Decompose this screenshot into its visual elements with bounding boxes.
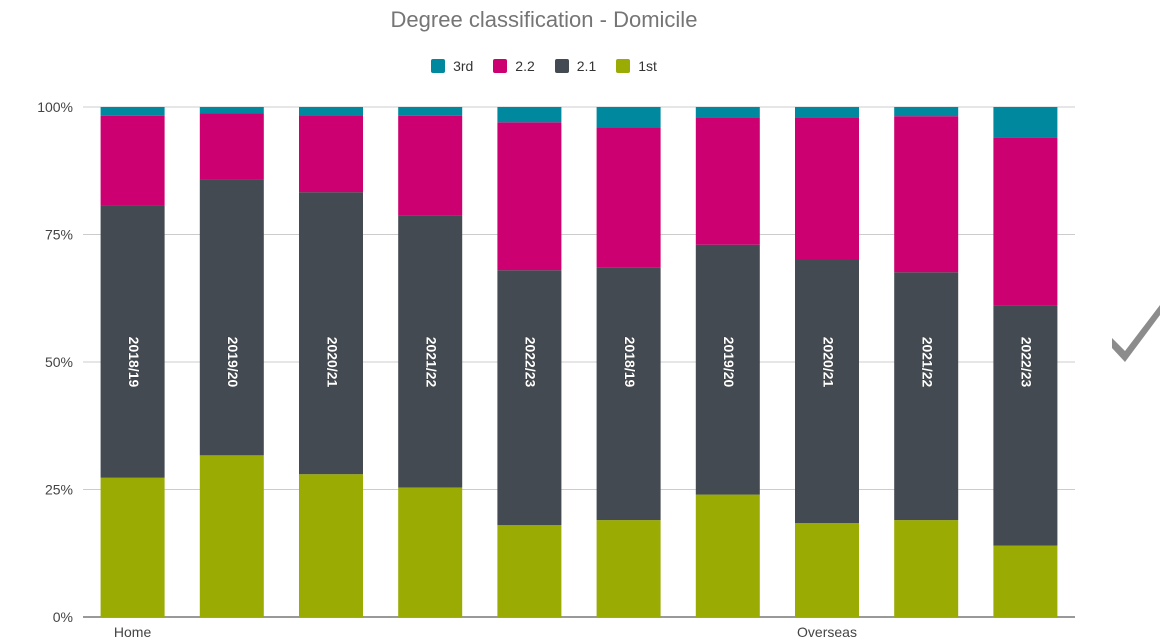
bar-segment-2-2 — [894, 116, 959, 273]
bar-segment-3rd — [596, 107, 661, 128]
y-tick-label: 50% — [45, 354, 73, 370]
bar-segment-2-2 — [596, 127, 661, 268]
y-tick-label: 0% — [53, 609, 73, 625]
bar-segment-1st — [795, 523, 859, 617]
checkmark-icon — [1112, 305, 1160, 362]
category-label: 2018/19 — [126, 337, 142, 388]
chart-title: Degree classification - Domicile — [390, 7, 698, 32]
bar-segment-1st — [398, 487, 463, 617]
y-tick-label: 75% — [45, 227, 73, 243]
legend-label: 1st — [638, 58, 657, 74]
bar-segment-2-2 — [199, 113, 264, 180]
bar-segment-2-1 — [894, 272, 959, 521]
category-label: 2021/22 — [423, 337, 439, 388]
bar-segment-1st — [695, 494, 760, 617]
legend-swatch — [431, 59, 446, 73]
bar-segment-1st — [100, 477, 165, 617]
bar-segment-2-2 — [299, 115, 363, 193]
legend-swatch — [554, 59, 569, 73]
bar-segment-2-1 — [596, 267, 661, 521]
legend-swatch — [493, 59, 508, 73]
bar-segment-2-1 — [695, 244, 760, 495]
bar-segment-3rd — [695, 107, 760, 118]
bar-segment-3rd — [894, 107, 959, 117]
legend-label: 3rd — [453, 58, 474, 74]
bar-segment-2-2 — [398, 115, 463, 216]
bar-segment-3rd — [795, 107, 859, 118]
bar-segment-1st — [894, 520, 959, 617]
bar-segment-3rd — [398, 107, 463, 116]
legend-label: 2.1 — [576, 58, 597, 74]
category-label: 2019/20 — [721, 337, 737, 388]
x-group-label: Home — [114, 624, 152, 640]
bar-segment-2-1 — [199, 179, 264, 456]
category-label: 2022/23 — [523, 337, 539, 388]
bar-segment-2-1 — [497, 270, 562, 526]
legend-item-2-2: 2.2 — [493, 58, 535, 74]
legend-item-1st: 1st — [616, 58, 657, 74]
legend-item-2-1: 2.1 — [554, 58, 597, 74]
chart-legend: 3rd 2.2 2.1 1st — [0, 58, 1088, 74]
category-label: 2020/21 — [324, 337, 340, 388]
category-label: 2020/21 — [820, 337, 836, 388]
bar-segment-2-2 — [795, 117, 859, 260]
bar-segment-2-2 — [100, 115, 165, 206]
bar-segment-3rd — [993, 107, 1058, 138]
bar-segment-1st — [299, 474, 363, 617]
y-tick-label: 100% — [37, 99, 73, 115]
bar-segment-2-2 — [695, 117, 760, 245]
legend-swatch — [616, 59, 631, 73]
bar-segment-1st — [199, 455, 264, 617]
category-label: 2018/19 — [622, 337, 638, 388]
bar-segment-1st — [596, 520, 661, 617]
category-label: 2021/22 — [919, 337, 935, 388]
bar-segment-3rd — [497, 107, 562, 123]
bar-segment-2-1 — [100, 205, 165, 478]
legend-item-3rd: 3rd — [431, 58, 473, 74]
bar-segment-2-2 — [497, 122, 562, 271]
bar-segment-3rd — [100, 107, 165, 116]
bar-segment-1st — [497, 525, 562, 617]
bar-segment-2-1 — [795, 260, 859, 524]
category-label: 2022/23 — [1019, 337, 1035, 388]
x-group-label: Overseas — [797, 624, 857, 640]
y-tick-label: 25% — [45, 482, 73, 498]
bar-segment-2-1 — [993, 305, 1058, 546]
bar-segment-1st — [993, 545, 1058, 617]
bar-segment-3rd — [299, 107, 363, 116]
bar-segment-2-1 — [299, 192, 363, 475]
bar-segment-2-2 — [993, 137, 1058, 306]
bar-segment-2-1 — [398, 215, 463, 488]
legend-label: 2.2 — [515, 58, 535, 74]
category-label: 2019/20 — [225, 337, 241, 388]
bar-segment-3rd — [199, 107, 264, 114]
